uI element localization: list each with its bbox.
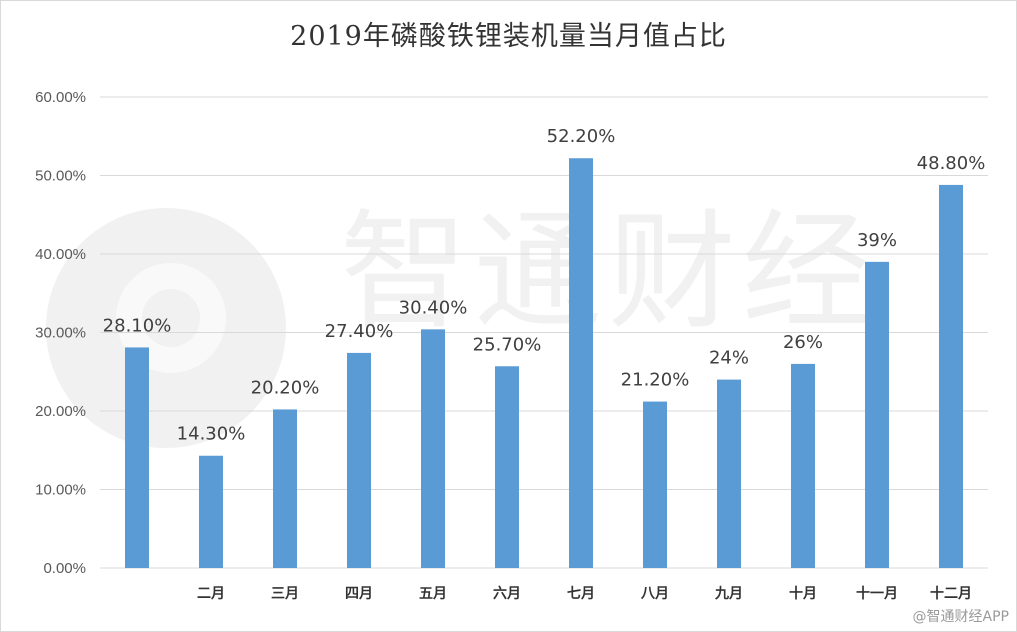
data-label: 20.20% [251, 377, 320, 398]
watermark-text: 智通财经 [340, 198, 877, 347]
bar [643, 401, 667, 568]
bar [199, 455, 223, 568]
x-tick-label: 五月 [419, 586, 447, 602]
bar [717, 379, 741, 568]
y-tick-label: 20.00% [35, 403, 86, 420]
data-label: 30.40% [399, 297, 468, 318]
x-tick-label: 三月 [271, 586, 299, 602]
bar [347, 352, 371, 568]
y-tick-label: 10.00% [35, 482, 86, 499]
bar [569, 158, 593, 569]
bar [865, 261, 889, 568]
y-tick-label: 40.00% [35, 246, 86, 263]
bar [495, 366, 519, 568]
bar [421, 329, 445, 568]
watermark-footer: @智通财经APP [912, 609, 1009, 625]
bar [791, 363, 815, 568]
y-tick-label: 50.00% [35, 168, 86, 185]
data-label: 28.10% [103, 315, 172, 336]
y-tick-label: 60.00% [35, 89, 86, 106]
bar [125, 347, 149, 568]
x-tick-label: 十一月 [856, 585, 898, 602]
bar [273, 409, 297, 568]
data-label: 39% [857, 230, 897, 251]
x-tick-label: 十月 [789, 585, 817, 602]
chart-title: 2019年磷酸铁锂装机量当月值占比 [290, 21, 727, 52]
data-label: 14.30% [177, 424, 246, 445]
y-tick-label: 0.00% [43, 560, 86, 577]
x-tick-label: 二月 [197, 586, 225, 602]
x-tick-label: 七月 [567, 586, 595, 602]
y-tick-label: 30.00% [35, 325, 86, 342]
data-label: 24% [709, 348, 749, 369]
x-tick-label: 四月 [345, 586, 373, 602]
bar [939, 184, 963, 569]
x-tick-label: 六月 [493, 585, 521, 602]
x-tick-label: 九月 [714, 586, 743, 602]
data-label: 21.20% [621, 370, 690, 391]
data-label: 27.40% [325, 321, 394, 342]
x-tick-label: 八月 [640, 586, 669, 602]
data-label: 25.70% [473, 334, 542, 355]
x-tick-label: 十二月 [930, 585, 972, 602]
data-label: 48.80% [917, 153, 986, 174]
data-label: 52.20% [547, 126, 616, 147]
data-label: 26% [783, 332, 823, 353]
